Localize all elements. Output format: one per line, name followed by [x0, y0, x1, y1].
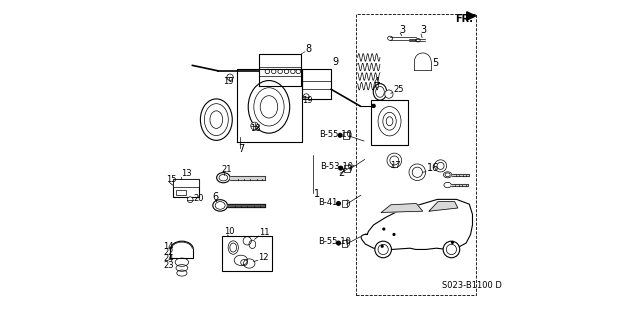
Circle shape	[338, 166, 343, 171]
Text: B-41: B-41	[318, 198, 337, 207]
Circle shape	[385, 90, 393, 98]
Circle shape	[451, 241, 454, 244]
Text: B-55-10: B-55-10	[319, 130, 352, 138]
Text: 19: 19	[223, 77, 234, 85]
Circle shape	[437, 162, 444, 169]
Bar	[173, 179, 199, 197]
Text: S023-B1100 D: S023-B1100 D	[442, 281, 502, 290]
Circle shape	[336, 201, 341, 206]
Text: 19: 19	[302, 96, 312, 105]
Polygon shape	[429, 202, 458, 211]
Text: 9: 9	[332, 57, 339, 67]
Text: FR.: FR.	[455, 14, 473, 24]
Text: 21: 21	[221, 165, 232, 174]
Circle shape	[392, 233, 396, 236]
Circle shape	[382, 227, 385, 231]
Circle shape	[412, 167, 422, 177]
Text: 5: 5	[432, 58, 438, 68]
Circle shape	[381, 245, 384, 248]
Circle shape	[337, 133, 342, 138]
Bar	[222, 236, 273, 271]
Circle shape	[409, 164, 426, 181]
Bar	[356, 14, 476, 295]
Circle shape	[443, 241, 460, 258]
Circle shape	[291, 69, 295, 74]
Polygon shape	[361, 199, 472, 249]
Bar	[344, 165, 349, 172]
Bar	[173, 179, 199, 187]
Circle shape	[435, 160, 447, 172]
Text: 24: 24	[163, 254, 173, 263]
Circle shape	[371, 104, 376, 108]
Circle shape	[303, 94, 309, 100]
Bar	[342, 240, 348, 247]
Text: 12: 12	[259, 253, 269, 262]
Text: 4: 4	[374, 77, 380, 86]
Text: B-53-10: B-53-10	[320, 162, 353, 171]
Text: 16: 16	[426, 163, 439, 173]
Text: 2: 2	[338, 168, 344, 178]
Circle shape	[251, 122, 259, 130]
Text: 20: 20	[194, 194, 204, 203]
Circle shape	[378, 244, 388, 255]
Text: 1: 1	[314, 189, 320, 199]
Text: 14: 14	[163, 242, 173, 251]
Text: 11: 11	[259, 228, 270, 237]
Text: 15: 15	[166, 175, 177, 184]
Text: 18: 18	[250, 124, 261, 133]
Circle shape	[387, 153, 402, 168]
Circle shape	[284, 69, 289, 74]
Text: 8: 8	[306, 44, 312, 54]
Polygon shape	[303, 69, 331, 99]
Text: 10: 10	[224, 227, 235, 236]
Polygon shape	[259, 54, 301, 86]
Text: B-55-10: B-55-10	[318, 237, 351, 246]
Polygon shape	[467, 12, 476, 20]
Text: 7: 7	[237, 145, 244, 154]
Circle shape	[278, 69, 282, 74]
Circle shape	[265, 69, 269, 74]
Circle shape	[390, 156, 399, 165]
Text: 25: 25	[393, 85, 404, 94]
Circle shape	[336, 241, 341, 246]
Circle shape	[271, 69, 276, 74]
Polygon shape	[237, 69, 303, 142]
Text: 6: 6	[212, 192, 219, 202]
Circle shape	[296, 69, 301, 74]
Bar	[176, 190, 186, 195]
Circle shape	[227, 74, 233, 80]
Circle shape	[446, 244, 456, 255]
Text: 3: 3	[420, 26, 427, 35]
Text: 13: 13	[181, 169, 192, 178]
Circle shape	[188, 197, 193, 203]
Polygon shape	[381, 204, 422, 212]
Bar	[342, 200, 348, 207]
Text: 17: 17	[390, 161, 401, 170]
Bar	[371, 100, 408, 145]
Text: 3: 3	[399, 25, 405, 34]
Circle shape	[375, 241, 392, 258]
Text: 22: 22	[163, 248, 173, 257]
Bar	[343, 132, 349, 139]
Text: 23: 23	[163, 261, 173, 270]
